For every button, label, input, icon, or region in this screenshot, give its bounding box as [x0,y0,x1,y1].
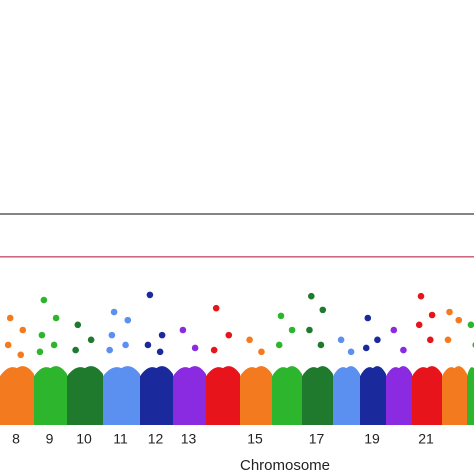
point [446,308,453,316]
point [179,326,187,334]
point-cloud [386,366,412,425]
point [72,346,79,354]
point [4,341,12,349]
point [277,312,285,320]
point-cloud [272,366,302,425]
point-cloud [333,366,360,425]
point [428,311,436,319]
point [400,346,407,354]
point [210,346,218,354]
point-cloud [240,366,272,425]
point [122,341,129,349]
point [191,344,199,352]
point [38,331,46,339]
point [146,291,154,299]
point [156,348,164,356]
point-cloud [0,366,34,425]
point [362,344,370,352]
x-tick-label: 13 [181,431,197,447]
x-tick-label: 19 [364,431,380,447]
point [258,348,265,356]
point [19,326,27,334]
x-tick-label: 17 [309,431,325,447]
point-cloud [412,366,442,425]
point [40,296,48,304]
point [124,316,132,324]
point [246,336,253,344]
point [106,346,113,354]
point [158,331,166,339]
point-cloud [206,366,240,425]
point [275,341,283,349]
point [347,348,355,356]
point [6,314,14,322]
point [455,316,463,324]
point-cloud [360,366,386,425]
point [415,321,423,329]
point [50,341,58,349]
x-axis-label: Chromosome [240,457,330,474]
point [288,326,296,334]
point [390,326,398,334]
point-cloud [103,366,140,425]
point-cloud [302,366,333,425]
point [52,314,60,322]
x-tick-label: 21 [418,431,434,447]
point [110,308,118,316]
x-tick-label: 11 [113,431,128,447]
point [319,306,327,314]
point-cloud [442,366,467,425]
point [444,336,452,344]
point [364,314,372,322]
point-cloud [67,366,103,425]
point [87,336,95,344]
point [108,331,116,339]
point [337,336,345,344]
x-tick-label: 10 [76,431,92,447]
point [144,341,152,349]
x-tick-label: 15 [247,431,263,447]
point [308,292,315,300]
point [467,321,474,329]
point [374,336,381,344]
point [427,336,434,344]
point [417,292,425,300]
point [36,348,44,356]
point [17,351,25,359]
point-cloud [467,367,474,425]
point [306,326,313,334]
x-tick-label: 12 [148,431,164,447]
point-cloud [173,366,206,425]
point-cloud [140,366,173,425]
x-tick-label: 9 [46,431,54,447]
point-cloud [34,366,67,425]
point [212,304,220,312]
point [317,341,325,349]
point [74,321,82,329]
x-tick-label: 8 [12,431,20,447]
point [225,331,233,339]
